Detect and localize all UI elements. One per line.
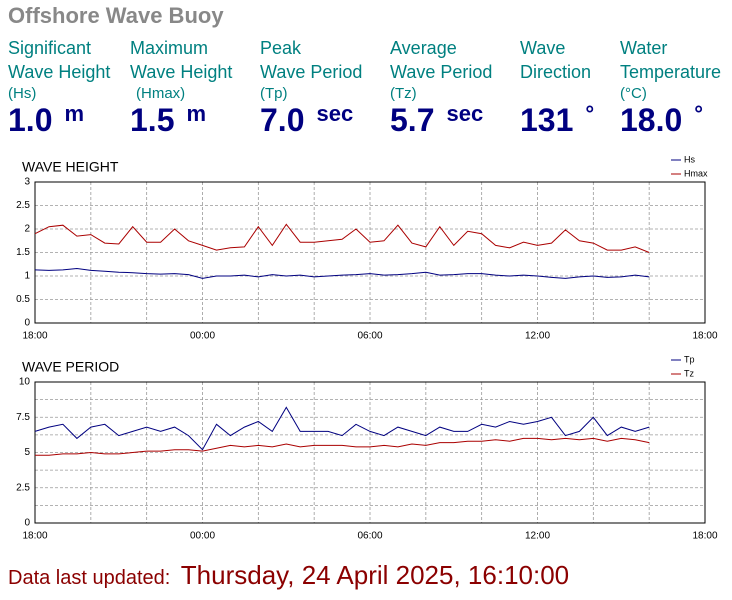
metric-label: Direction — [520, 62, 592, 82]
metric-label: Wave Height — [8, 62, 111, 82]
unit: sec — [316, 101, 354, 126]
x-tick-label: 18:00 — [692, 331, 717, 342]
metric-label: Wave Period — [260, 62, 363, 82]
series-line — [34, 267, 650, 279]
metric-sub: (Hs) — [8, 85, 37, 102]
metric-value: 1.5 m — [130, 102, 206, 137]
x-tick-label: 12:00 — [525, 331, 550, 342]
y-tick-label: 0 — [24, 318, 30, 329]
metric-sub: (Tp) — [260, 85, 288, 102]
metric-label: Wave Height — [130, 62, 233, 82]
x-tick-label: 06:00 — [357, 531, 382, 542]
unit: ° — [585, 101, 595, 126]
metric-label: Maximum — [130, 38, 209, 58]
metric-label: Temperature — [620, 62, 722, 82]
y-tick-label: 1.5 — [16, 247, 30, 258]
plot-frame — [34, 381, 706, 524]
metric: Significant Wave Height (Hs) 1.0 m — [8, 36, 111, 136]
unit: sec — [446, 101, 484, 126]
legend-label: Tz — [684, 368, 694, 378]
x-tick-label: 06:00 — [357, 331, 382, 342]
metric-value: 18.0 ° — [620, 102, 703, 137]
value: 1.0 — [8, 102, 53, 138]
value: 131 — [520, 102, 574, 138]
y-tick-label: 2.5 — [16, 482, 30, 493]
updated-time: Thursday, 24 April 2025, 16:10:00 — [180, 560, 570, 590]
page-title: Offshore Wave Buoy — [8, 3, 224, 28]
metric-label: Water — [620, 38, 668, 58]
unit: m — [64, 101, 85, 126]
chart-title: WAVE PERIOD — [22, 359, 119, 375]
metric-label: Significant — [8, 38, 92, 58]
metric-value: 1.0 m — [8, 102, 84, 137]
y-tick-label: 3 — [24, 177, 30, 188]
x-tick-label: 18:00 — [22, 331, 47, 342]
metric: Peak Wave Period (Tp) 7.0 sec — [260, 36, 363, 136]
metric-value: 7.0 sec — [260, 102, 353, 137]
unit: ° — [694, 101, 704, 126]
plot-frame — [34, 181, 706, 324]
metric-value: 131 ° — [520, 102, 594, 137]
metric-label: Wave Period — [390, 62, 493, 82]
value: 1.5 — [130, 102, 175, 138]
series-line — [35, 437, 650, 456]
y-tick-label: 7.5 — [16, 412, 30, 423]
x-tick-label: 18:00 — [692, 531, 717, 542]
metric-label: Average — [390, 38, 457, 58]
metric-label: Peak — [260, 38, 302, 58]
series-line — [34, 406, 650, 451]
unit: m — [186, 101, 207, 126]
y-tick-label: 10 — [19, 377, 31, 388]
series-line — [34, 223, 650, 253]
value: 18.0 — [620, 102, 683, 138]
metric-sub: (°C) — [620, 85, 647, 102]
y-tick-label: 2 — [24, 224, 30, 235]
updated-label: Data last updated: — [8, 567, 171, 589]
legend-label: Hmax — [684, 168, 708, 178]
legend-label: Tp — [684, 354, 695, 364]
metric-label: Wave — [520, 38, 566, 58]
value: 5.7 — [390, 102, 435, 138]
metric-value: 5.7 sec — [390, 102, 483, 137]
x-tick-label: 00:00 — [190, 531, 215, 542]
chart-title: WAVE HEIGHT — [22, 159, 119, 175]
metric-sub: (Tz) — [390, 85, 417, 102]
footer: Data last updated: Thursday, 24 April 20… — [8, 560, 569, 591]
y-tick-label: 2.5 — [16, 200, 30, 211]
y-tick-label: 0 — [24, 518, 30, 529]
y-tick-label: 1 — [24, 271, 30, 282]
x-tick-label: 12:00 — [525, 531, 550, 542]
metric: Average Wave Period (Tz) 5.7 sec — [390, 36, 493, 136]
metric: Water Temperature (°C) 18.0 ° — [620, 36, 722, 136]
x-tick-label: 00:00 — [190, 331, 215, 342]
legend-label: Hs — [684, 154, 695, 164]
x-tick-label: 18:00 — [22, 531, 47, 542]
value: 7.0 — [260, 102, 305, 138]
metric: Maximum Wave Height (Hmax) 1.5 m — [130, 36, 233, 136]
y-tick-label: 0.5 — [16, 294, 30, 305]
metric-sub: (Hmax) — [136, 85, 186, 102]
metric: Wave Direction 131 ° — [520, 36, 594, 136]
y-tick-label: 5 — [24, 447, 30, 458]
